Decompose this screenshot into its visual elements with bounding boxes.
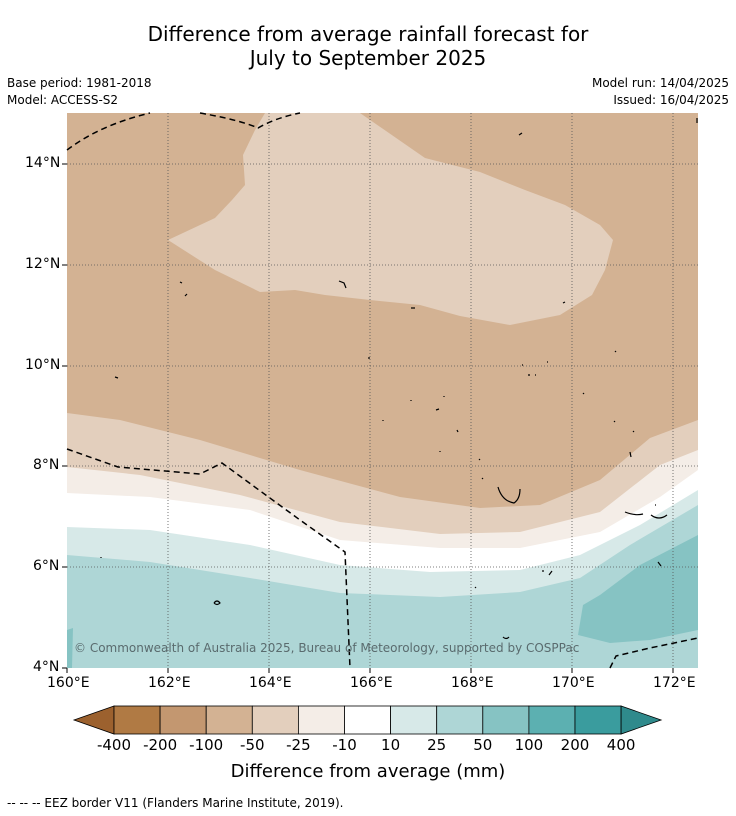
island (439, 429, 632, 458)
eez-border-north (199, 112, 301, 129)
colorbar-tick-label: 100 (514, 736, 544, 754)
model-name: Model: ACCESS-S2 (7, 93, 119, 107)
eez-legend-note: -- -- -- EEZ border V11 (Flanders Marine… (7, 796, 344, 810)
region-teal (67, 505, 698, 668)
xtick-label: 162°E (148, 675, 191, 691)
islands (100, 118, 698, 640)
colorbar-swatch (390, 705, 438, 735)
island (657, 561, 662, 567)
island (100, 557, 553, 576)
colorbar-swatch (159, 705, 207, 735)
xtick-label: 160°E (47, 675, 90, 691)
meta-left: Base period: 1981-2018 Model: ACCESS-S2 (7, 75, 152, 109)
ytick-label: 14°N (25, 155, 61, 171)
colorbar-swatch (113, 705, 161, 735)
island (410, 396, 445, 411)
meta-right: Model run: 14/04/2025 Issued: 16/04/2025 (592, 75, 729, 109)
model-run: Model run: 14/04/2025 (591, 76, 729, 90)
island (213, 600, 221, 606)
atoll (497, 486, 521, 504)
colorbar-arrow-high (620, 705, 663, 735)
issued-date: Issued: 16/04/2025 (613, 93, 729, 107)
colorbar-tick-label: 25 (427, 736, 447, 754)
colorbar-swatch (344, 705, 391, 735)
colorbar-tick-label: -50 (240, 736, 265, 754)
island (614, 350, 617, 353)
colorbar-tick-label: -25 (286, 736, 311, 754)
ytick-label: 4°N (33, 659, 60, 675)
colorbar-tick-label: -200 (143, 736, 178, 754)
island (114, 376, 119, 379)
island (474, 586, 477, 589)
colorbar-swatch (297, 705, 345, 735)
xtick-label: 166°E (350, 675, 393, 691)
eez-borders (66, 112, 699, 669)
ytick-label: 12°N (25, 256, 61, 272)
xtick-label: 172°E (653, 675, 696, 691)
region-darker-teal-west (67, 628, 73, 668)
island (382, 420, 635, 433)
xtick-label: 168°E (451, 675, 494, 691)
colorbar-swatch (436, 705, 484, 735)
colorbar-tick-label: -400 (96, 736, 132, 754)
island (478, 458, 484, 480)
title-line-1: Difference from average rainfall forecas… (147, 22, 589, 46)
island (582, 392, 585, 395)
region-light-tan-north (168, 113, 613, 325)
colorbar-tick-label: 400 (606, 736, 636, 754)
atoll (624, 511, 668, 519)
colorbar-swatch (482, 705, 530, 735)
colorbar-tick-label: 50 (473, 736, 493, 754)
ytick-label: 8°N (33, 457, 60, 473)
colorbar-tick-label: 200 (560, 736, 590, 754)
xtick-label: 164°E (249, 675, 292, 691)
colorbar-tick-label: 10 (381, 736, 401, 754)
eez-border-nw (66, 112, 151, 151)
region-darker-teal (578, 535, 698, 643)
eez-border-south (66, 448, 351, 669)
colorbar-swatch (574, 705, 622, 735)
title-line-2: July to September 2025 (249, 46, 487, 70)
colorbar-arrow-low (72, 705, 115, 735)
island (179, 281, 188, 297)
copyright-notice: © Commonwealth of Australia 2025, Bureau… (74, 641, 580, 655)
colorbar-swatch (205, 705, 253, 735)
colorbar-title: Difference from average (mm) (230, 761, 506, 782)
axis-ticks (62, 163, 674, 673)
base-period: Base period: 1981-2018 (7, 76, 152, 90)
ytick-label: 10°N (25, 357, 61, 373)
rainfall-anomaly-map (67, 113, 698, 668)
island (522, 361, 548, 366)
colorbar-tick-label: -10 (332, 736, 357, 754)
eez-border-se (609, 637, 699, 669)
graticule (67, 113, 698, 668)
colorbar-swatch (251, 705, 299, 735)
colorbar (72, 705, 663, 735)
colorbar-swatch (528, 705, 576, 735)
island (518, 132, 523, 136)
colorbar-tick-label: -100 (189, 736, 224, 754)
xtick-label: 170°E (552, 675, 595, 691)
island (502, 636, 510, 640)
island (338, 280, 347, 289)
map-title: Difference from average rainfall forecas… (0, 22, 736, 70)
island (562, 301, 566, 304)
ytick-label: 6°N (33, 558, 60, 574)
